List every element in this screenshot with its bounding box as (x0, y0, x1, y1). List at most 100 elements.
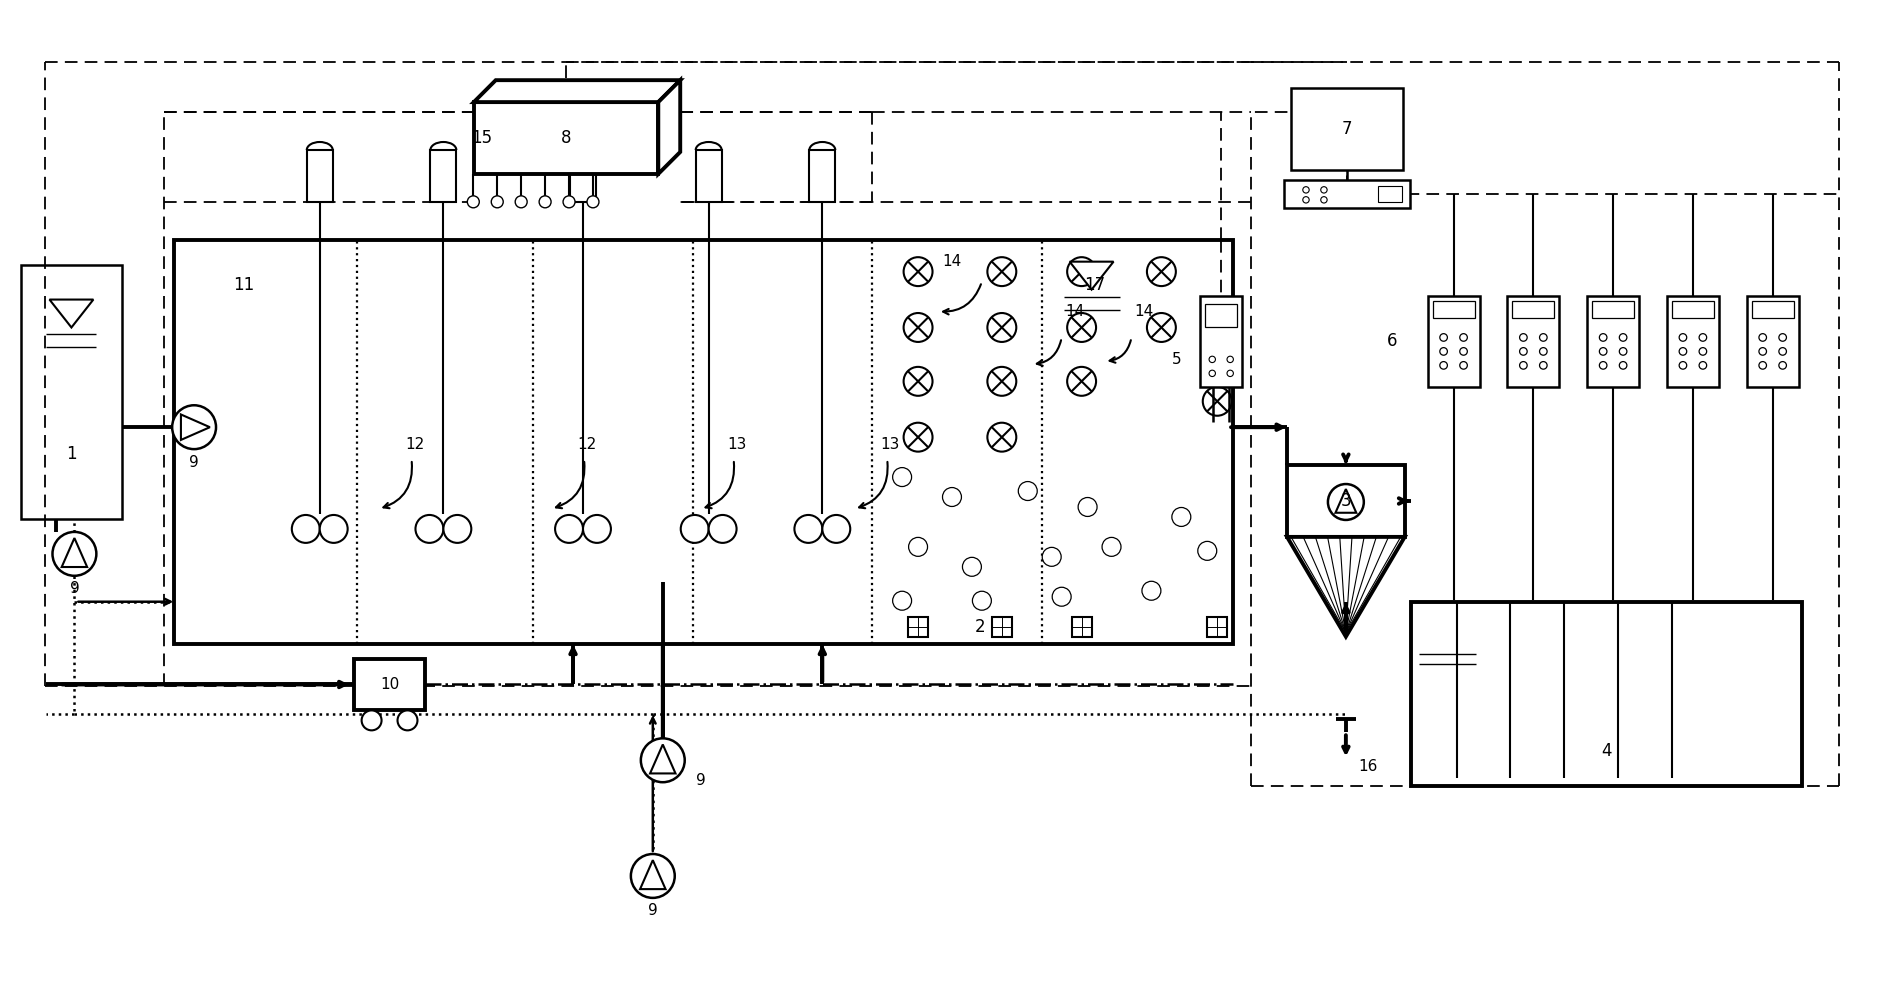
Circle shape (1759, 362, 1766, 370)
Text: 8: 8 (562, 129, 571, 147)
Bar (1427, 296, 1480, 388)
Circle shape (680, 514, 709, 542)
Circle shape (1142, 581, 1161, 600)
Circle shape (1018, 482, 1037, 500)
Text: 10: 10 (381, 677, 400, 692)
Bar (473, 102, 658, 174)
Circle shape (1698, 334, 1706, 342)
Circle shape (398, 710, 417, 730)
Text: 9: 9 (696, 772, 705, 788)
Circle shape (903, 423, 933, 452)
Text: 12: 12 (577, 437, 598, 452)
Bar (569, 150, 596, 202)
Circle shape (822, 514, 850, 542)
Circle shape (586, 196, 599, 208)
Bar (809, 150, 835, 202)
Bar (992, 616, 1012, 636)
Bar (1593, 301, 1634, 318)
Circle shape (1619, 348, 1627, 356)
Circle shape (1680, 362, 1687, 370)
Bar (1672, 301, 1713, 318)
Bar (1508, 296, 1559, 388)
Bar (1201, 296, 1242, 388)
Circle shape (1459, 362, 1467, 370)
Bar (21, 265, 123, 518)
Polygon shape (658, 80, 680, 174)
Circle shape (1540, 348, 1548, 356)
Circle shape (1078, 498, 1097, 516)
Bar (1666, 296, 1719, 388)
Circle shape (1759, 334, 1766, 342)
Circle shape (515, 196, 528, 208)
Circle shape (988, 313, 1016, 342)
Polygon shape (641, 860, 665, 889)
Polygon shape (1335, 490, 1357, 512)
Text: 6: 6 (1387, 333, 1397, 351)
Text: 1: 1 (66, 446, 77, 464)
Circle shape (1459, 334, 1467, 342)
Text: 4: 4 (1600, 742, 1612, 760)
Bar (1206, 616, 1227, 636)
Circle shape (492, 196, 503, 208)
Circle shape (903, 313, 933, 342)
Circle shape (1197, 541, 1216, 560)
Circle shape (292, 514, 320, 542)
Circle shape (988, 423, 1016, 452)
Text: 13: 13 (880, 437, 899, 452)
Circle shape (1519, 362, 1527, 370)
Circle shape (794, 514, 822, 542)
Circle shape (1067, 367, 1095, 396)
Circle shape (554, 514, 582, 542)
Circle shape (988, 367, 1016, 396)
Polygon shape (1287, 536, 1404, 636)
Bar (1433, 301, 1474, 318)
Circle shape (1227, 357, 1233, 363)
Circle shape (893, 591, 912, 610)
Circle shape (963, 557, 982, 576)
Circle shape (1146, 257, 1176, 286)
Circle shape (1067, 313, 1095, 342)
Polygon shape (49, 300, 94, 328)
Circle shape (1680, 348, 1687, 356)
Polygon shape (181, 415, 209, 440)
Text: 9: 9 (648, 903, 658, 918)
Circle shape (973, 591, 992, 610)
Circle shape (1303, 197, 1310, 203)
Circle shape (320, 514, 347, 542)
Bar (173, 240, 1233, 643)
Circle shape (467, 196, 479, 208)
Text: 3: 3 (1340, 492, 1352, 510)
Circle shape (1042, 547, 1061, 566)
Bar (1512, 301, 1555, 318)
Circle shape (1440, 348, 1448, 356)
Circle shape (1759, 348, 1766, 356)
Circle shape (709, 514, 737, 542)
Bar (430, 150, 456, 202)
Circle shape (1440, 334, 1448, 342)
Circle shape (903, 257, 933, 286)
Text: 17: 17 (1084, 276, 1105, 294)
Circle shape (415, 514, 443, 542)
Bar (1291, 88, 1402, 170)
Text: 14: 14 (1065, 304, 1084, 319)
Circle shape (1203, 387, 1231, 416)
Bar (1751, 301, 1795, 318)
Circle shape (1519, 334, 1527, 342)
Circle shape (631, 854, 675, 898)
Circle shape (641, 738, 684, 782)
Text: 14: 14 (1135, 304, 1154, 319)
Circle shape (1227, 371, 1233, 377)
Circle shape (1208, 357, 1216, 363)
Circle shape (1067, 257, 1095, 286)
Circle shape (443, 514, 471, 542)
Circle shape (1619, 362, 1627, 370)
Text: 9: 9 (70, 581, 79, 596)
Circle shape (1321, 187, 1327, 193)
Text: 11: 11 (234, 276, 254, 294)
Circle shape (988, 257, 1016, 286)
Circle shape (1598, 334, 1606, 342)
Bar (354, 658, 426, 710)
Bar (1378, 186, 1402, 202)
Circle shape (1459, 348, 1467, 356)
Circle shape (1779, 362, 1787, 370)
